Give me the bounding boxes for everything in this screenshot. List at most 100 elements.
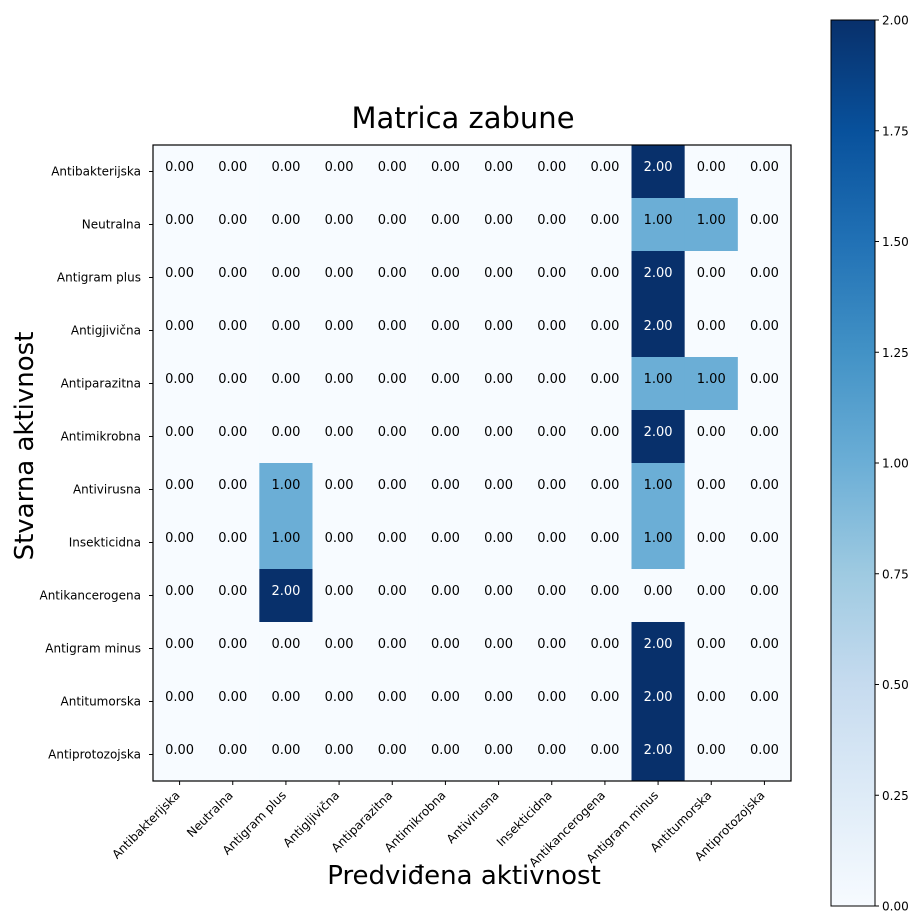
cell-value-label: 0.00 xyxy=(590,584,619,599)
cell-value-label: 0.00 xyxy=(431,637,460,652)
cell-value-label: 0.00 xyxy=(325,690,354,705)
colorbar-tick-label: 2.00 xyxy=(882,14,909,28)
heatmap-cell xyxy=(737,516,792,570)
cell-value-label: 0.00 xyxy=(590,425,619,440)
heatmap-cell xyxy=(365,198,420,252)
heatmap-cell xyxy=(684,569,739,623)
heatmap-cell xyxy=(472,675,526,729)
cell-value-label: 2.00 xyxy=(644,637,673,652)
cell-value-label: 0.00 xyxy=(218,160,247,175)
heatmap-cell xyxy=(153,569,207,623)
heatmap-cell xyxy=(418,675,473,729)
cell-value-label: 0.00 xyxy=(590,531,619,546)
heatmap-cell xyxy=(206,410,260,464)
heatmap-cell xyxy=(525,251,579,305)
y-tick-label: Antimikrobna xyxy=(61,430,141,444)
y-axis-ticks: Antibakterijska Neutralna Antigram plus An… xyxy=(39,165,153,762)
heatmap-cell xyxy=(153,675,207,729)
heatmap-cell xyxy=(153,145,207,199)
cell-value-label: 0.00 xyxy=(378,425,407,440)
heatmap-cell xyxy=(631,675,686,729)
cell-value-label: 2.00 xyxy=(644,319,673,334)
colorbar-tick-label: 1.00 xyxy=(882,457,909,471)
cell-value-label: 0.00 xyxy=(325,531,354,546)
heatmap-cell xyxy=(684,357,739,411)
cell-value-label: 0.00 xyxy=(431,531,460,546)
cell-value-label: 0.00 xyxy=(484,213,513,228)
heatmap-cell xyxy=(206,251,260,305)
heatmap-cell xyxy=(206,622,260,676)
cell-value-label: 0.00 xyxy=(378,160,407,175)
cell-value-label: 1.00 xyxy=(644,372,673,387)
cell-value-label: 0.00 xyxy=(378,637,407,652)
cell-value-label: 0.00 xyxy=(697,319,726,334)
heatmap-cell xyxy=(418,463,473,517)
y-tick-label: Antigram plus xyxy=(57,271,141,285)
cell-value-label: 0.00 xyxy=(271,425,300,440)
heatmap-cell xyxy=(259,304,313,358)
cell-value-label: 0.00 xyxy=(165,637,194,652)
heatmap-cell xyxy=(631,410,686,464)
y-tick-label: Antitumorska xyxy=(61,695,141,709)
colorbar-tick-label: 1.50 xyxy=(882,235,909,249)
cell-value-label: 0.00 xyxy=(537,637,566,652)
cell-value-label: 0.00 xyxy=(750,478,779,493)
heatmap-cell xyxy=(684,728,739,782)
cell-value-label: 0.00 xyxy=(271,266,300,281)
heatmap-cell xyxy=(578,675,632,729)
colorbar-tick-label: 0.50 xyxy=(882,678,909,692)
cell-value-label: 0.00 xyxy=(218,319,247,334)
chart-title: Matrica zabune xyxy=(351,101,574,135)
heatmap-cell xyxy=(578,516,632,570)
heatmap-cell xyxy=(737,675,792,729)
heatmap-cell xyxy=(684,463,739,517)
cell-value-label: 0.00 xyxy=(218,637,247,652)
heatmap-cell xyxy=(631,357,686,411)
cell-value-label: 0.00 xyxy=(537,425,566,440)
y-tick-label: Antiparazitna xyxy=(61,377,141,391)
heatmap-cell xyxy=(259,622,313,676)
heatmap-cell xyxy=(365,251,420,305)
cell-value-label: 0.00 xyxy=(484,372,513,387)
cell-value-label: 0.00 xyxy=(484,584,513,599)
cell-value-label: 0.00 xyxy=(590,743,619,758)
heatmap-cell xyxy=(153,728,207,782)
cell-value-label: 0.00 xyxy=(697,584,726,599)
heatmap-cell xyxy=(578,410,632,464)
heatmap-cell xyxy=(737,357,792,411)
heatmap-cell xyxy=(472,145,526,199)
heatmap-cell xyxy=(525,463,579,517)
heatmap-cell xyxy=(365,516,420,570)
heatmap-cell xyxy=(472,516,526,570)
cell-value-label: 0.00 xyxy=(431,160,460,175)
heatmap-cell xyxy=(259,410,313,464)
cell-value-label: 0.00 xyxy=(484,743,513,758)
heatmap-cell xyxy=(153,198,207,252)
heatmap-cell xyxy=(312,410,367,464)
heatmap-cell xyxy=(472,728,526,782)
heatmap-cell xyxy=(418,357,473,411)
heatmap-cell xyxy=(312,145,367,199)
cell-value-label: 0.00 xyxy=(218,531,247,546)
cell-value-label: 0.00 xyxy=(697,425,726,440)
cell-value-label: 0.00 xyxy=(590,160,619,175)
heatmap-cell xyxy=(418,622,473,676)
heatmap-cell xyxy=(525,304,579,358)
heatmap-cell xyxy=(525,516,579,570)
heatmap-cell xyxy=(206,198,260,252)
colorbar-tick-label: 0.75 xyxy=(882,567,909,581)
heatmap-cell xyxy=(418,728,473,782)
cell-value-label: 0.00 xyxy=(590,213,619,228)
y-tick-label: Antigjivična xyxy=(71,324,141,338)
heatmap-cell xyxy=(312,463,367,517)
cell-value-label: 0.00 xyxy=(431,478,460,493)
heatmap-cell xyxy=(525,569,579,623)
heatmap-cell xyxy=(312,622,367,676)
heatmap-cell xyxy=(206,728,260,782)
cell-value-label: 0.00 xyxy=(165,584,194,599)
cell-value-label: 0.00 xyxy=(750,266,779,281)
cell-value-label: 0.00 xyxy=(165,372,194,387)
cell-value-label: 0.00 xyxy=(218,478,247,493)
heatmap-cell xyxy=(631,516,686,570)
cell-value-label: 0.00 xyxy=(165,690,194,705)
